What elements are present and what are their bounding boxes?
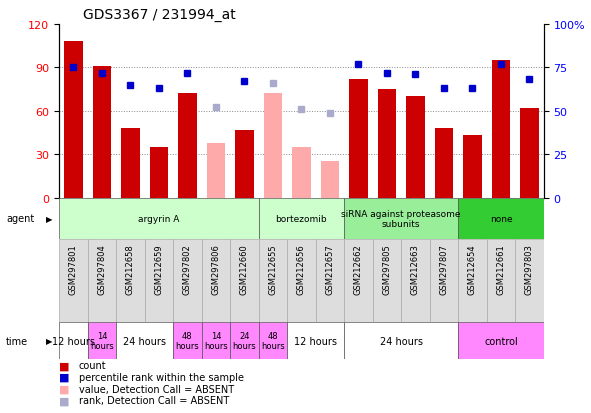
- Text: GSM297807: GSM297807: [440, 244, 449, 294]
- Bar: [430, 240, 458, 322]
- Bar: [373, 240, 401, 322]
- Text: GSM297802: GSM297802: [183, 244, 192, 294]
- Bar: [344, 198, 458, 240]
- Bar: [173, 240, 202, 322]
- Bar: [487, 240, 515, 322]
- Text: GSM212663: GSM212663: [411, 244, 420, 294]
- Text: rank, Detection Call = ABSENT: rank, Detection Call = ABSENT: [79, 395, 229, 405]
- Text: 14
hours: 14 hours: [204, 331, 228, 350]
- Text: GSM297803: GSM297803: [525, 244, 534, 294]
- Bar: [259, 240, 287, 322]
- Bar: [259, 198, 344, 240]
- Bar: [64, 42, 83, 198]
- Bar: [287, 240, 316, 322]
- Text: GSM212658: GSM212658: [126, 244, 135, 294]
- Bar: [264, 94, 282, 198]
- Text: none: none: [490, 214, 512, 223]
- Bar: [458, 240, 487, 322]
- Text: bortezomib: bortezomib: [275, 214, 327, 223]
- Text: GSM212654: GSM212654: [468, 244, 477, 294]
- Text: GSM212659: GSM212659: [154, 244, 163, 294]
- Bar: [287, 322, 344, 359]
- Text: GSM297805: GSM297805: [382, 244, 391, 294]
- Bar: [292, 148, 311, 198]
- Bar: [93, 66, 111, 198]
- Text: GDS3367 / 231994_at: GDS3367 / 231994_at: [83, 8, 236, 22]
- Bar: [150, 148, 168, 198]
- Bar: [116, 322, 173, 359]
- Text: ■: ■: [59, 372, 70, 382]
- Text: GSM297806: GSM297806: [212, 244, 220, 294]
- Text: GSM212661: GSM212661: [496, 244, 505, 294]
- Text: GSM212655: GSM212655: [268, 244, 277, 294]
- Bar: [492, 61, 510, 198]
- Bar: [59, 198, 259, 240]
- Bar: [230, 240, 259, 322]
- Bar: [173, 322, 202, 359]
- Text: 24
hours: 24 hours: [232, 331, 256, 350]
- Bar: [202, 240, 230, 322]
- Text: agent: agent: [6, 214, 34, 224]
- Text: GSM212657: GSM212657: [326, 244, 335, 294]
- Bar: [378, 90, 396, 198]
- Text: ■: ■: [59, 395, 70, 405]
- Text: control: control: [484, 336, 518, 346]
- Bar: [316, 240, 344, 322]
- Text: count: count: [79, 361, 106, 370]
- Bar: [259, 322, 287, 359]
- Bar: [235, 131, 254, 198]
- Bar: [121, 129, 139, 198]
- Bar: [401, 240, 430, 322]
- Text: 12 hours: 12 hours: [294, 336, 337, 346]
- Bar: [515, 240, 544, 322]
- Bar: [59, 240, 87, 322]
- Bar: [434, 129, 453, 198]
- Text: GSM212660: GSM212660: [240, 244, 249, 294]
- Text: time: time: [6, 336, 28, 346]
- Text: GSM212656: GSM212656: [297, 244, 306, 294]
- Bar: [145, 240, 173, 322]
- Bar: [520, 109, 539, 198]
- Text: 12 hours: 12 hours: [52, 336, 95, 346]
- Bar: [349, 80, 368, 198]
- Bar: [406, 97, 425, 198]
- Text: ■: ■: [59, 361, 70, 370]
- Bar: [463, 136, 482, 198]
- Text: ■: ■: [59, 384, 70, 394]
- Bar: [230, 322, 259, 359]
- Text: 48
hours: 48 hours: [261, 331, 285, 350]
- Text: 48
hours: 48 hours: [176, 331, 199, 350]
- Text: 14
hours: 14 hours: [90, 331, 113, 350]
- Bar: [116, 240, 145, 322]
- Text: GSM212662: GSM212662: [354, 244, 363, 294]
- Bar: [87, 240, 116, 322]
- Text: value, Detection Call = ABSENT: value, Detection Call = ABSENT: [79, 384, 233, 394]
- Text: GSM297804: GSM297804: [98, 244, 106, 294]
- Text: ▶: ▶: [46, 336, 53, 345]
- Bar: [458, 322, 544, 359]
- Bar: [178, 94, 197, 198]
- Bar: [344, 240, 373, 322]
- Text: percentile rank within the sample: percentile rank within the sample: [79, 372, 243, 382]
- Text: siRNA against proteasome
subunits: siRNA against proteasome subunits: [342, 209, 461, 228]
- Bar: [458, 198, 544, 240]
- Text: 24 hours: 24 hours: [379, 336, 423, 346]
- Bar: [344, 322, 458, 359]
- Bar: [59, 322, 87, 359]
- Bar: [321, 162, 339, 198]
- Text: ▶: ▶: [46, 214, 53, 223]
- Bar: [202, 322, 230, 359]
- Text: 24 hours: 24 hours: [123, 336, 166, 346]
- Bar: [207, 143, 225, 198]
- Text: argyrin A: argyrin A: [138, 214, 180, 223]
- Bar: [87, 322, 116, 359]
- Text: GSM297801: GSM297801: [69, 244, 78, 294]
